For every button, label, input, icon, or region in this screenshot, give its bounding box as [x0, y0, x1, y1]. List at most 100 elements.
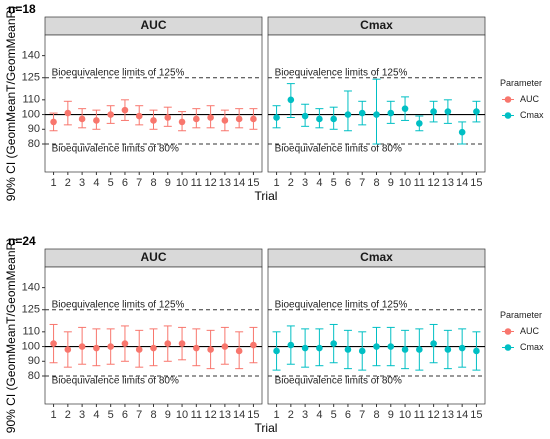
point [150, 117, 157, 124]
y-tick-label: 110 [22, 94, 40, 106]
facet-label: Cmax [360, 18, 393, 32]
x-tick-label: 14 [456, 177, 468, 189]
x-tick-label: 15 [470, 409, 482, 421]
point [135, 112, 143, 120]
point [221, 117, 229, 124]
facet-label: AUC [141, 250, 167, 264]
x-tick-label: 3 [302, 177, 308, 189]
x-tick-label: 12 [427, 177, 439, 189]
point [444, 346, 452, 353]
x-tick-label: 2 [288, 177, 294, 189]
y-tick-label: 140 [22, 282, 40, 294]
point [344, 346, 352, 353]
point [330, 115, 337, 123]
x-tick-label: 7 [359, 177, 365, 189]
x-tick-label: 11 [191, 409, 202, 421]
limit-annotation: Bioequivalence limits of 80% [52, 376, 179, 387]
point [50, 340, 57, 347]
x-tick-label: 1 [51, 409, 57, 421]
point [207, 346, 214, 353]
point [121, 340, 129, 347]
point [135, 346, 143, 353]
x-axis-title: Trial [255, 421, 278, 435]
point [287, 96, 295, 104]
panel [44, 34, 263, 173]
x-tick-label: 4 [316, 177, 322, 189]
x-tick-label: 13 [442, 177, 454, 189]
limit-annotation: Bioequivalence limits of 125% [52, 67, 185, 78]
x-tick-label: 12 [427, 409, 439, 421]
point [358, 347, 366, 355]
point [430, 340, 437, 347]
limit-annotation: Bioequivalence limits of 80% [275, 144, 402, 155]
y-axis-title: 90% CI (GeomMeanT/GeomMeanR) [4, 238, 18, 433]
x-tick-label: 2 [65, 177, 71, 189]
point [373, 111, 380, 118]
point [430, 108, 437, 115]
limit-annotation: Bioequivalence limits of 80% [52, 144, 179, 155]
x-tick-label: 10 [399, 177, 411, 189]
x-tick-label: 7 [136, 177, 142, 189]
x-tick-label: 13 [442, 409, 454, 421]
legend-title: Parameter [500, 78, 542, 88]
x-tick-label: 14 [233, 177, 245, 189]
x-tick-label: 5 [331, 409, 337, 421]
point [473, 347, 480, 355]
point [273, 347, 280, 355]
x-tick-label: 5 [331, 177, 337, 189]
y-tick-label: 100 [22, 340, 40, 352]
point [250, 115, 257, 123]
x-tick-label: 5 [108, 409, 114, 421]
point [301, 112, 309, 120]
chart-title: n=24 [8, 234, 36, 248]
point [207, 114, 214, 121]
point [193, 344, 200, 352]
x-tick-label: 3 [79, 409, 85, 421]
point [416, 346, 423, 353]
x-tick-label: 11 [414, 409, 425, 421]
point [316, 344, 323, 352]
y-tick-label: 140 [22, 50, 40, 62]
point [373, 343, 380, 350]
x-tick-label: 4 [316, 409, 322, 421]
point [330, 340, 337, 347]
limit-annotation: Bioequivalence limits of 125% [52, 299, 185, 310]
point [107, 111, 114, 118]
x-tick-label: 6 [345, 409, 351, 421]
point [178, 118, 186, 126]
x-axis-title: Trial [255, 189, 278, 203]
x-tick-label: 8 [373, 409, 379, 421]
x-tick-label: 10 [399, 409, 411, 421]
x-tick-label: 6 [122, 177, 128, 189]
x-tick-label: 6 [345, 177, 351, 189]
point [150, 344, 157, 352]
point [121, 106, 129, 114]
point [444, 108, 452, 115]
y-tick-label: 125 [22, 72, 40, 84]
x-tick-label: 3 [302, 409, 308, 421]
point [178, 340, 186, 347]
x-tick-label: 2 [288, 409, 294, 421]
point [164, 114, 172, 121]
point [107, 343, 114, 350]
point [473, 108, 480, 115]
point [387, 109, 395, 117]
y-tick-label: 90 [28, 355, 40, 367]
point [344, 111, 352, 118]
point [64, 109, 72, 117]
x-tick-label: 2 [65, 409, 71, 421]
point [273, 114, 280, 121]
point [50, 118, 57, 126]
x-tick-label: 15 [247, 409, 259, 421]
x-tick-label: 8 [150, 177, 156, 189]
x-tick-label: 8 [150, 409, 156, 421]
y-tick-label: 110 [22, 326, 40, 338]
x-tick-label: 9 [165, 177, 171, 189]
x-tick-label: 1 [274, 409, 280, 421]
legend-swatch [504, 344, 512, 351]
x-tick-label: 7 [136, 409, 142, 421]
x-tick-label: 11 [414, 177, 425, 189]
point [458, 128, 466, 136]
point [235, 115, 243, 123]
point [250, 341, 257, 349]
